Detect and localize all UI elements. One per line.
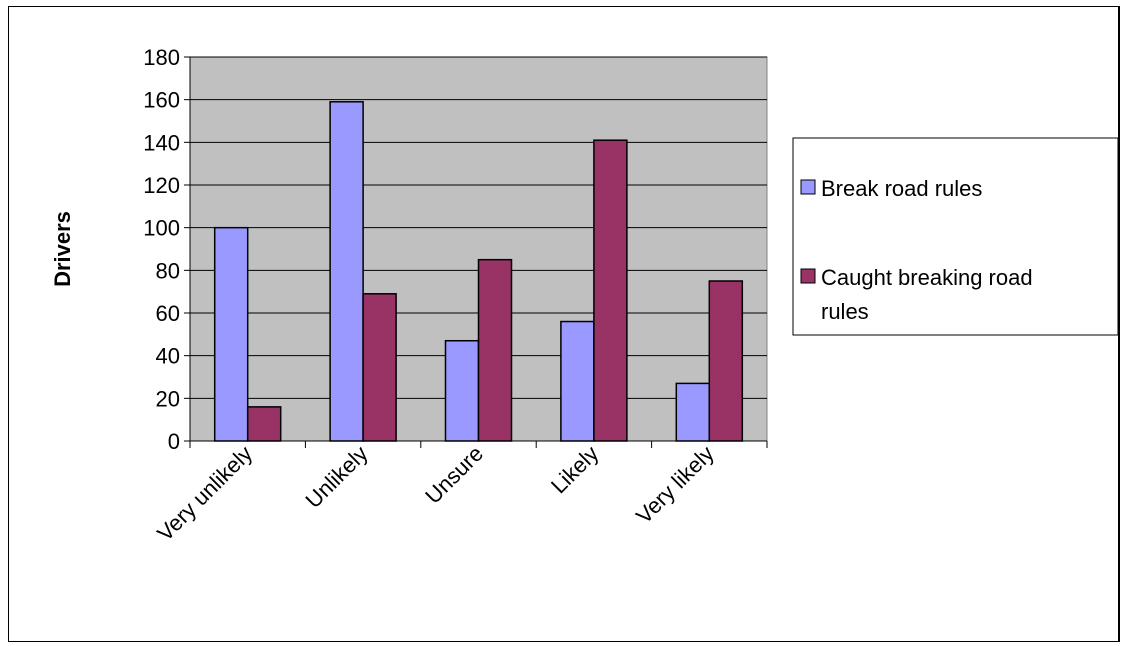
bar-caught-breaking-road-rules-2 (477, 258, 513, 442)
x-category-label-2: Unsure (420, 441, 488, 509)
y-tick-label-0: 0 (168, 429, 180, 454)
y-tick-label-40: 40 (156, 344, 180, 369)
y-tick-label-60: 60 (156, 301, 180, 326)
legend-swatch-0 (800, 179, 816, 195)
y-tick-label-20: 20 (156, 386, 180, 411)
x-category-label-3: Likely (546, 441, 603, 498)
legend-label-0-line-0: Break road rules (821, 176, 982, 201)
legend-label-1-line-0: Caught breaking road (821, 265, 1033, 290)
y-tick-label-120: 120 (143, 173, 180, 198)
y-tick-label-180: 180 (143, 45, 180, 70)
bar-break-road-rules-4 (675, 382, 711, 442)
bar-caught-breaking-road-rules-0 (246, 406, 282, 442)
y-tick-label-160: 160 (143, 88, 180, 113)
y-axis-title: Drivers (50, 211, 75, 287)
bar-caught-breaking-road-rules-4 (708, 280, 744, 442)
legend-label-1-line-1: rules (821, 299, 869, 324)
bar-break-road-rules-2 (444, 339, 480, 442)
bar-break-road-rules-0 (213, 226, 249, 442)
x-category-label-1: Unlikely (300, 441, 372, 513)
legend-box (792, 137, 1119, 336)
bar-caught-breaking-road-rules-3 (593, 139, 628, 442)
y-tick-label-80: 80 (156, 258, 180, 283)
x-category-label-4: Very likely (631, 441, 719, 529)
legend-swatch-1 (800, 268, 816, 284)
x-category-label-0: Very unlikely (152, 441, 257, 546)
y-tick-label-100: 100 (143, 216, 180, 241)
bar-break-road-rules-1 (329, 101, 364, 442)
bar-break-road-rules-3 (560, 320, 595, 442)
bar-caught-breaking-road-rules-1 (362, 293, 397, 442)
y-tick-label-140: 140 (143, 130, 180, 155)
